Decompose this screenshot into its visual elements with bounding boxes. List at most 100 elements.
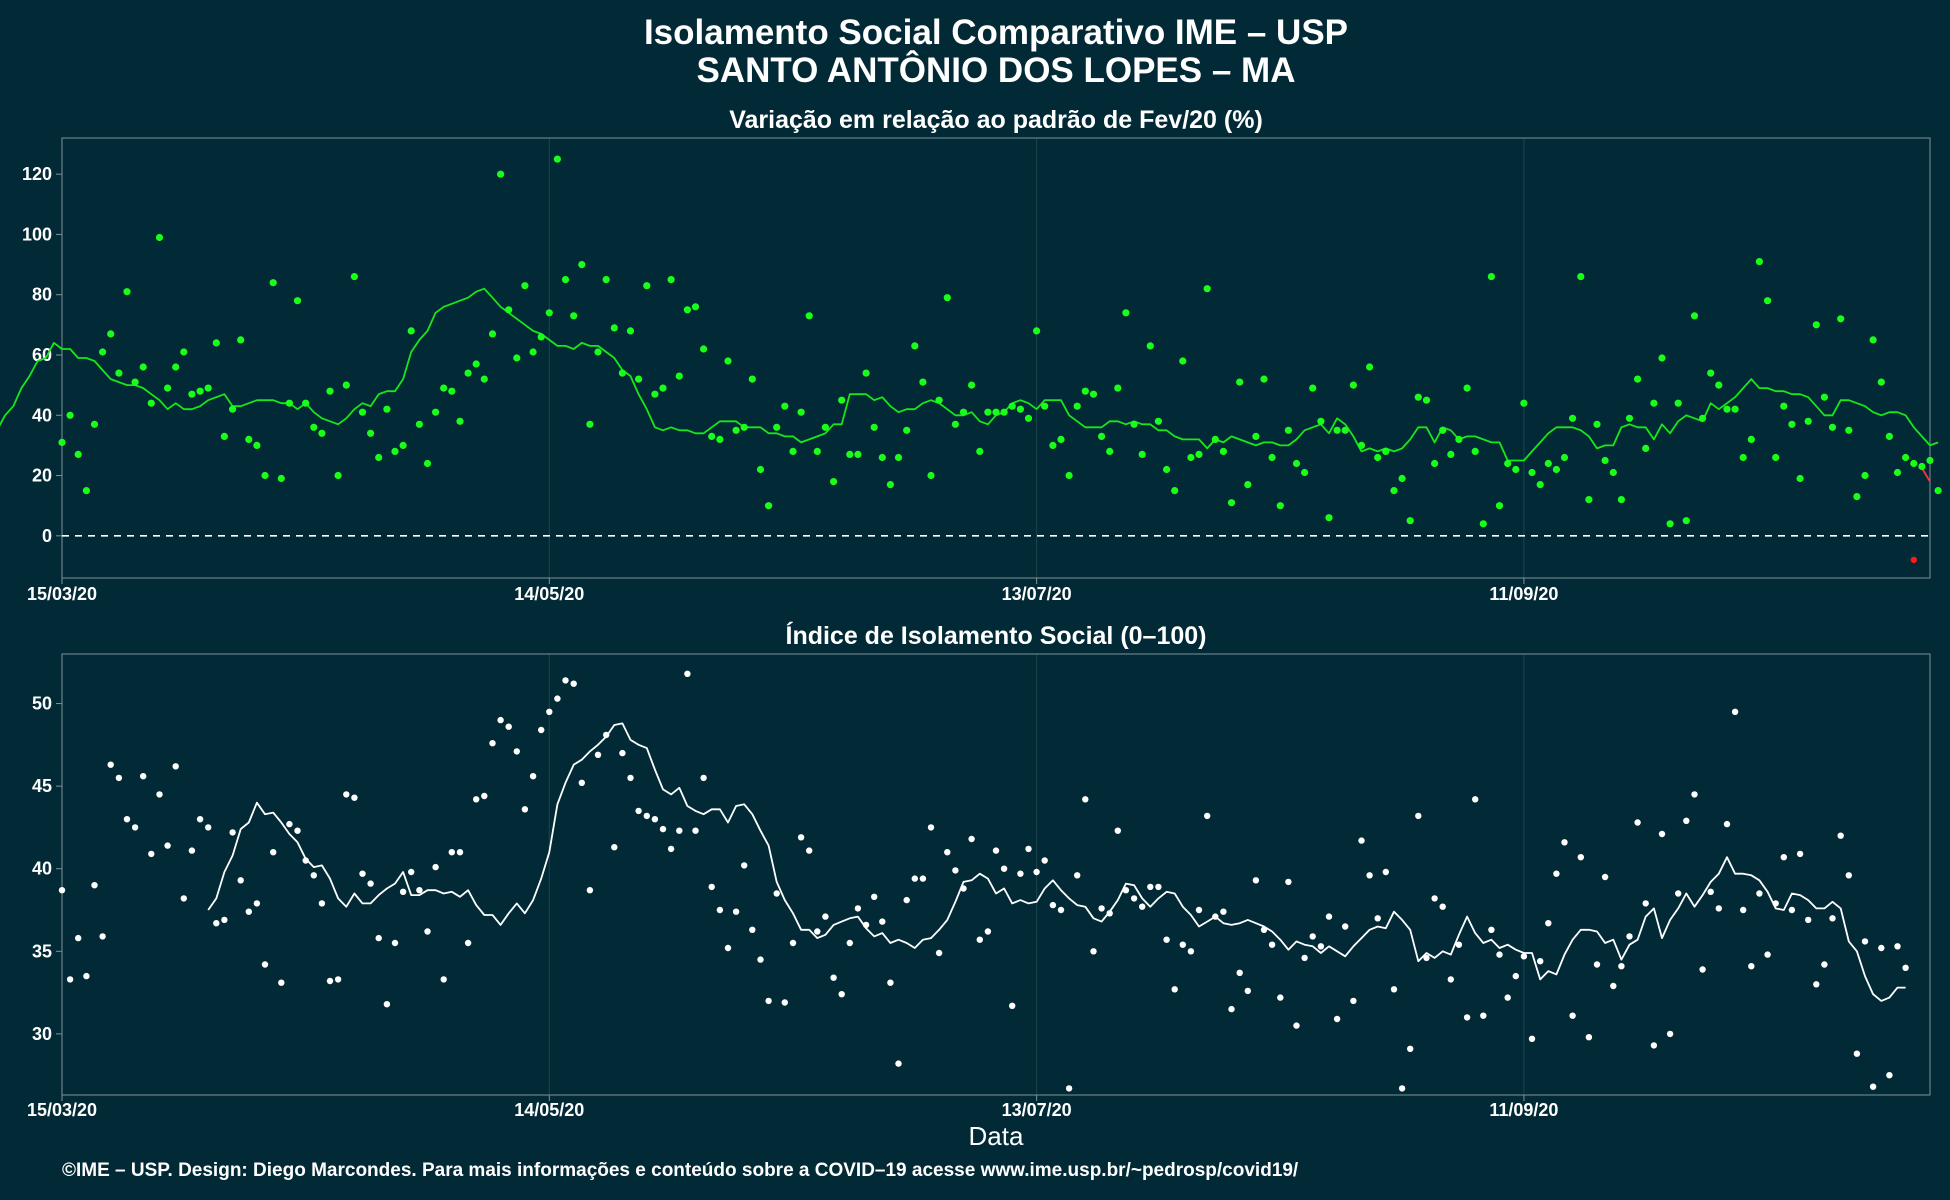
variation-data-point bbox=[513, 354, 521, 362]
variation-data-point bbox=[1317, 417, 1325, 425]
index-data-point bbox=[513, 748, 520, 755]
variation-data-point bbox=[399, 441, 407, 449]
index-data-point bbox=[1260, 926, 1268, 933]
index-data-point bbox=[1788, 906, 1796, 914]
variation-data-point bbox=[1081, 387, 1089, 395]
index-data-point bbox=[586, 887, 594, 894]
index-data-point bbox=[1577, 854, 1585, 861]
index-data-point bbox=[1220, 908, 1227, 915]
variation-data-point bbox=[732, 426, 740, 434]
index-data-point bbox=[1593, 961, 1601, 968]
variation-data-point bbox=[318, 429, 326, 437]
index-data-point bbox=[1423, 954, 1430, 962]
index-data-point bbox=[1204, 812, 1211, 820]
index-data-point bbox=[1163, 936, 1170, 943]
variation-data-point bbox=[635, 375, 643, 383]
variation-data-point bbox=[164, 384, 172, 392]
index-data-point bbox=[1683, 817, 1690, 824]
variation-data-point bbox=[805, 312, 813, 320]
index-data-point bbox=[1342, 923, 1349, 930]
variation-data-point bbox=[1309, 384, 1317, 392]
variation-data-point bbox=[911, 342, 919, 350]
index-data-point bbox=[83, 972, 90, 980]
variation-data-point bbox=[1699, 414, 1707, 422]
index-data-point bbox=[546, 708, 553, 715]
variation-data-point bbox=[927, 471, 935, 480]
index-data-point bbox=[935, 949, 943, 957]
index-data-point bbox=[399, 888, 407, 895]
index-data-point bbox=[1082, 796, 1089, 803]
variation-data-point bbox=[821, 423, 830, 431]
index-data-point bbox=[911, 875, 918, 882]
index-data-point bbox=[1821, 961, 1828, 968]
variation-x-tick-label: 13/07/20 bbox=[1002, 584, 1072, 604]
variation-data-point bbox=[1154, 417, 1162, 425]
variation-data-point bbox=[1406, 517, 1414, 525]
index-data-point bbox=[1228, 1005, 1235, 1013]
variation-data-point bbox=[1374, 453, 1382, 462]
variation-data-point bbox=[992, 408, 1000, 416]
index-data-point bbox=[1658, 830, 1666, 838]
variation-data-point bbox=[700, 345, 708, 353]
index-data-point bbox=[1472, 796, 1479, 803]
index-data-point bbox=[1853, 1050, 1861, 1057]
variation-data-point bbox=[1098, 432, 1106, 440]
index-data-point bbox=[107, 761, 114, 768]
variation-data-point bbox=[1447, 450, 1455, 458]
variation-data-point bbox=[1560, 453, 1569, 462]
index-data-point bbox=[619, 749, 626, 757]
variation-data-point bbox=[1089, 390, 1098, 398]
variation-data-point bbox=[66, 411, 74, 419]
index-data-point bbox=[1195, 906, 1203, 914]
variation-data-point bbox=[765, 502, 773, 510]
index-data-point bbox=[1634, 819, 1641, 826]
variation-data-point bbox=[521, 282, 529, 290]
variation-y-tick-label: 20 bbox=[32, 466, 52, 486]
variation-data-point bbox=[1016, 405, 1024, 413]
variation-data-point bbox=[220, 432, 228, 440]
variation-data-point bbox=[1008, 402, 1016, 410]
variation-data-point bbox=[367, 429, 375, 437]
variation-data-point bbox=[1658, 354, 1666, 362]
variation-data-point bbox=[488, 330, 497, 338]
index-data-point bbox=[391, 939, 399, 947]
index-data-point bbox=[676, 827, 683, 834]
index-data-point bbox=[830, 974, 837, 981]
variation-data-point bbox=[659, 384, 667, 392]
variation-data-point bbox=[1739, 453, 1747, 462]
variation-data-point bbox=[188, 390, 196, 398]
variation-data-point bbox=[1244, 481, 1252, 489]
index-data-point bbox=[1065, 1085, 1073, 1092]
index-data-point bbox=[278, 979, 285, 986]
index-data-point bbox=[1139, 903, 1146, 910]
index-data-point bbox=[1415, 812, 1422, 820]
variation-data-point bbox=[342, 381, 350, 389]
variation-data-point bbox=[553, 155, 562, 163]
index-data-point bbox=[318, 900, 326, 907]
index-data-point bbox=[1171, 986, 1178, 993]
index-data-point bbox=[1049, 901, 1057, 909]
variation-data-point bbox=[1715, 381, 1723, 389]
variation-data-point bbox=[90, 420, 99, 428]
variation-data-point bbox=[155, 233, 164, 242]
variation-data-point bbox=[237, 336, 245, 344]
index-data-point bbox=[310, 872, 317, 879]
variation-data-point bbox=[1893, 468, 1902, 477]
variation-data-point bbox=[1845, 426, 1853, 434]
index-data-point bbox=[1480, 1012, 1487, 1019]
variation-data-point bbox=[1146, 342, 1154, 350]
variation-data-point bbox=[1276, 502, 1284, 510]
variation-y-tick-label: 120 bbox=[22, 164, 52, 184]
variation-data-point bbox=[1106, 447, 1114, 455]
variation-data-point bbox=[1033, 327, 1041, 335]
index-data-point bbox=[1187, 948, 1195, 955]
index-data-point bbox=[667, 845, 675, 853]
index-data-point bbox=[1756, 890, 1763, 897]
index-data-point bbox=[773, 890, 780, 897]
variation-data-point bbox=[1528, 468, 1536, 477]
index-data-point bbox=[359, 870, 366, 877]
variation-data-point bbox=[1723, 405, 1731, 413]
variation-data-point bbox=[196, 387, 204, 395]
index-data-point bbox=[1740, 906, 1747, 914]
